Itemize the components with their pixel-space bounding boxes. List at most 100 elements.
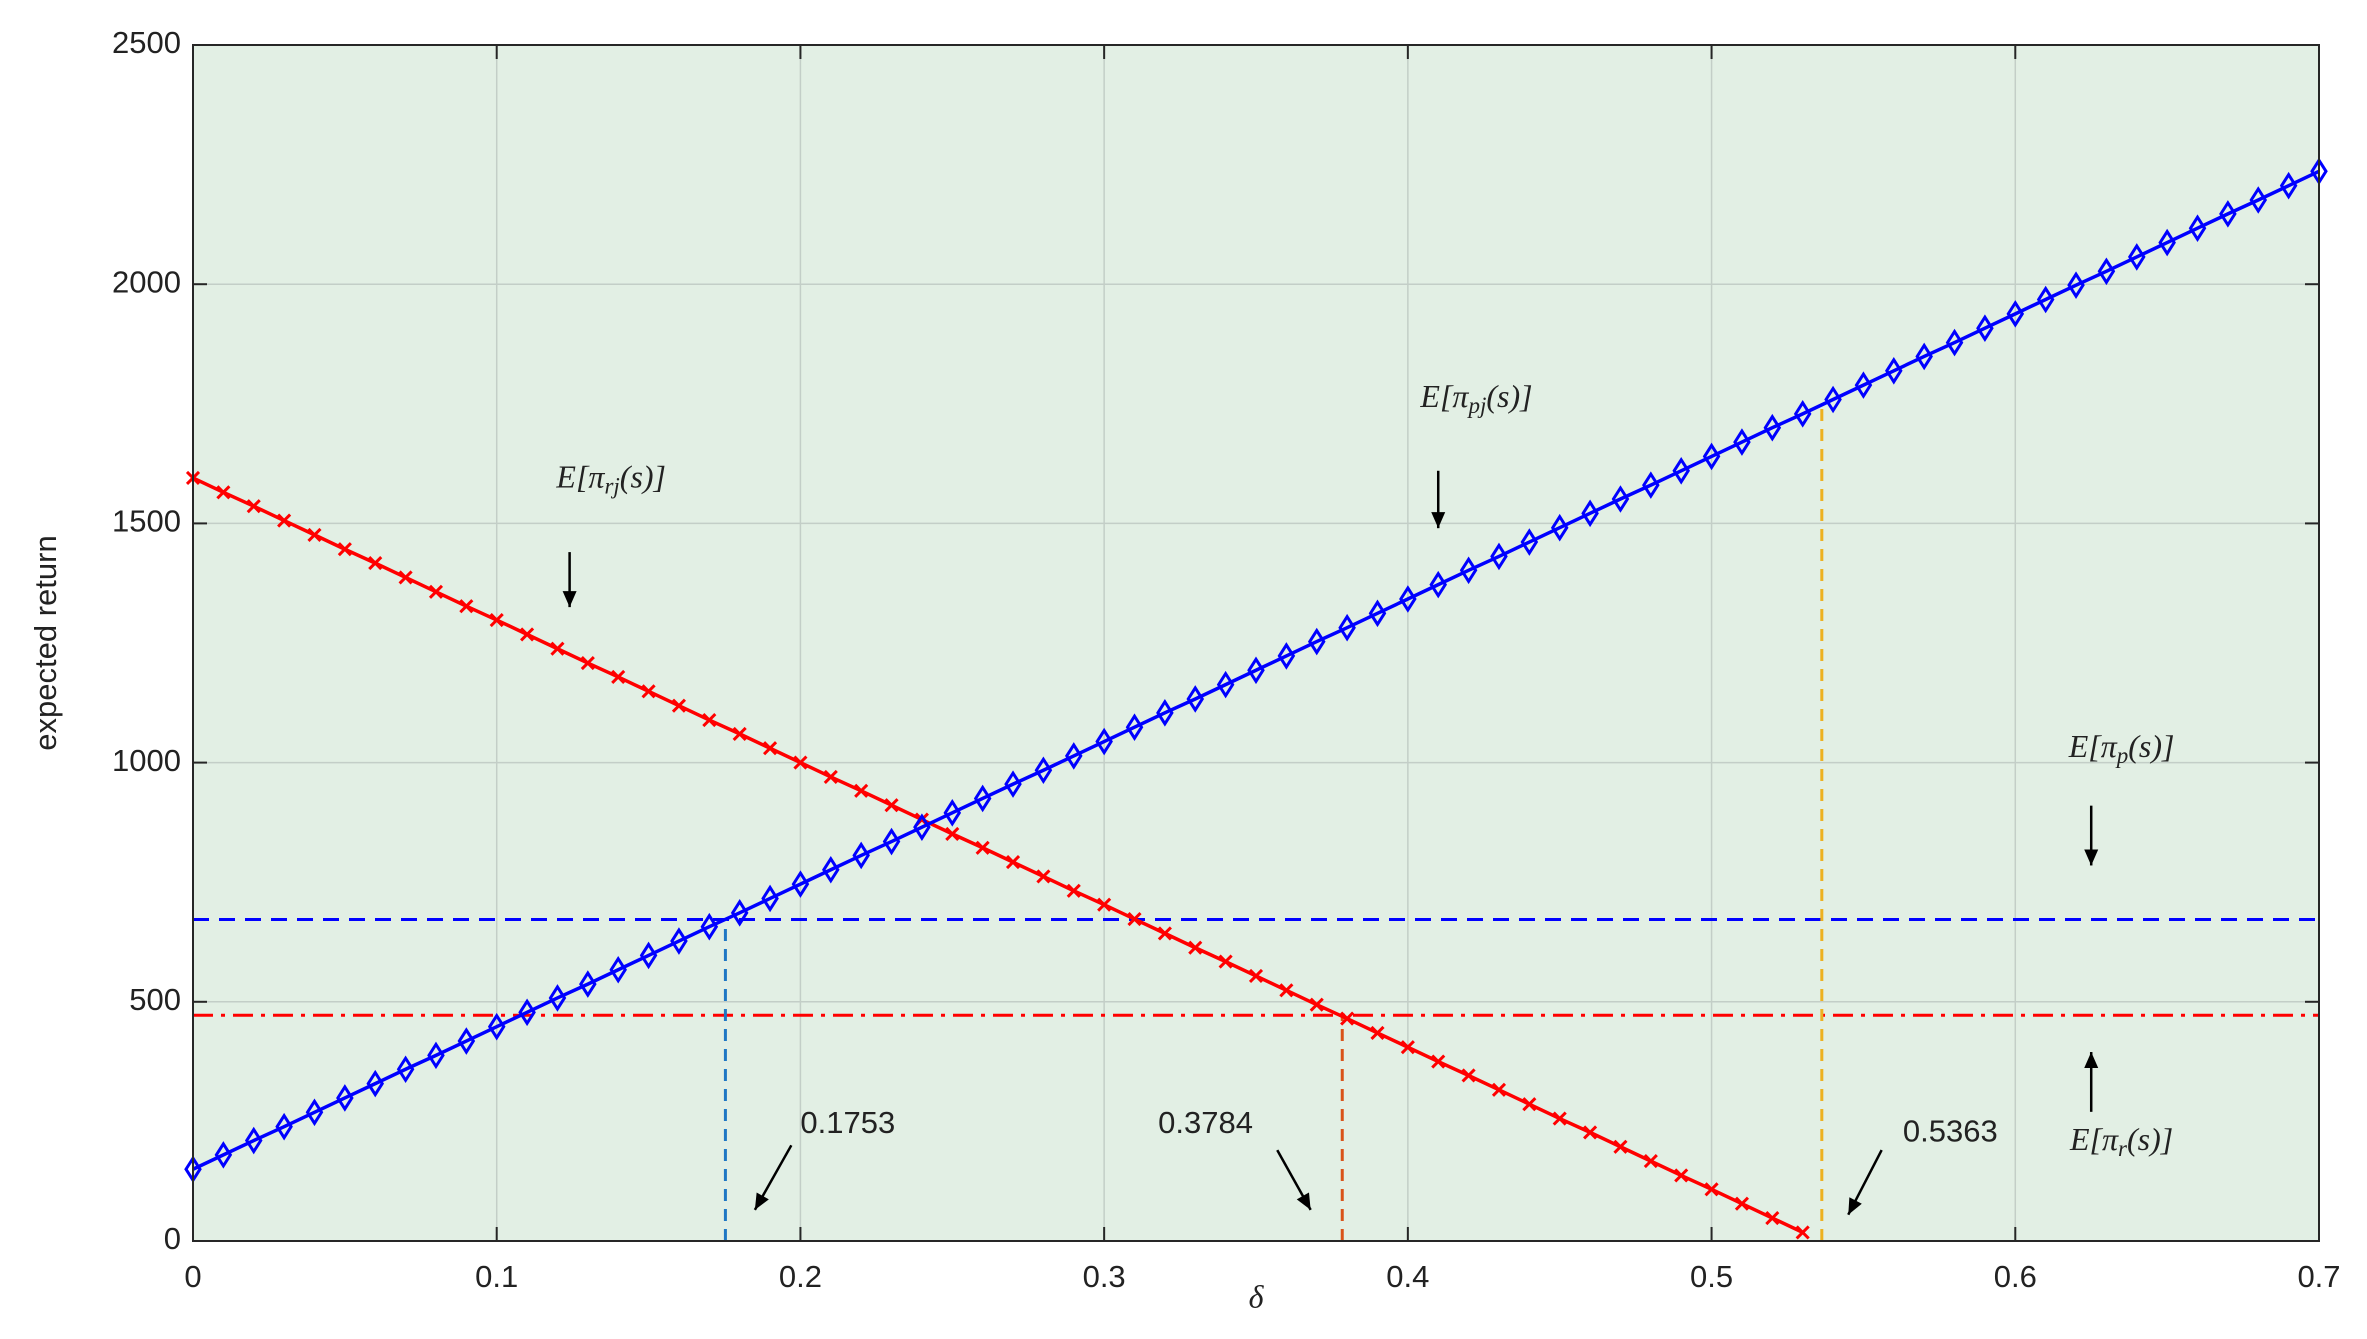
marker: [489, 612, 504, 628]
marker: [1642, 471, 1660, 499]
marker: [548, 984, 567, 1012]
x-tick-label: 0.2: [779, 1259, 822, 1294]
marker: [1734, 1196, 1750, 1211]
marker: [457, 1027, 476, 1055]
marker: [214, 1141, 233, 1169]
x-tick-label: 0.5: [1690, 1259, 1733, 1294]
marker: [307, 527, 322, 542]
plot-frame: [192, 44, 2320, 1242]
marker: [823, 769, 838, 785]
marker: [1218, 954, 1233, 969]
marker: [1277, 642, 1296, 670]
marker: [1733, 428, 1751, 456]
x-tick-label: 0.1: [475, 1259, 518, 1294]
marker: [520, 627, 535, 642]
marker: [487, 1012, 506, 1041]
marker: [305, 1098, 324, 1127]
marker: [1674, 1168, 1689, 1183]
y-tick-label: 2000: [112, 264, 181, 299]
annotation-subscript: rj: [604, 474, 619, 499]
marker: [945, 826, 960, 841]
marker: [702, 712, 717, 728]
marker: [1552, 1111, 1567, 1126]
marker: [1643, 1154, 1658, 1169]
annotation-end: (s)]: [2127, 1121, 2173, 1157]
marker: [1247, 656, 1265, 685]
marker: [1765, 1210, 1780, 1226]
y-tick-label: 2500: [112, 25, 181, 60]
marker: [1338, 613, 1356, 642]
annotation: E[πp(s)]: [2068, 729, 2175, 769]
marker: [1186, 685, 1205, 713]
marker: [1309, 997, 1324, 1012]
annotation-subscript: r: [2118, 1136, 2128, 1161]
series-line: [192, 476, 1804, 1234]
marker: [1370, 1025, 1385, 1040]
marker: [1399, 585, 1417, 613]
marker: [730, 899, 749, 927]
marker: [1157, 926, 1172, 941]
marker: [427, 1041, 445, 1070]
marker: [1490, 542, 1508, 571]
marker: [1066, 883, 1081, 898]
marker: [671, 698, 687, 713]
marker: [762, 741, 778, 756]
marker: [1340, 1011, 1355, 1026]
marker: [1581, 499, 1599, 528]
marker: [1976, 314, 1994, 343]
marker: [1461, 1068, 1476, 1083]
marker: [2036, 285, 2055, 314]
marker: [2249, 186, 2268, 214]
value-label: 0.5363: [1903, 1114, 1998, 1149]
marker: [1491, 1082, 1507, 1097]
marker: [1125, 713, 1144, 741]
marker: [1034, 756, 1053, 785]
annotation-subscript: pj: [1466, 393, 1486, 418]
marker: [1279, 983, 1294, 998]
marker: [1550, 513, 1569, 542]
marker: [459, 599, 474, 614]
annotation-base: E[π: [1419, 378, 1469, 414]
marker: [1795, 1225, 1810, 1240]
y-tick-label: 1500: [112, 504, 181, 539]
marker: [1915, 342, 1933, 371]
marker: [1854, 371, 1873, 399]
marker: [398, 570, 413, 585]
marker: [639, 941, 658, 970]
plot-background: [193, 45, 2319, 1241]
marker: [1522, 1097, 1537, 1112]
marker: [2279, 171, 2298, 200]
marker: [913, 813, 931, 841]
arrow-head: [1296, 1192, 1311, 1210]
marker: [2158, 228, 2176, 257]
marker: [1704, 1182, 1719, 1197]
marker: [1156, 699, 1174, 727]
y-axis-label: expected return: [28, 535, 63, 750]
annotation-end: (s)]: [2128, 729, 2174, 765]
marker: [1005, 855, 1021, 870]
y-tick-label: 500: [129, 982, 181, 1017]
marker: [2097, 257, 2116, 286]
marker: [1307, 627, 1326, 656]
marker: [761, 884, 779, 913]
marker: [670, 927, 688, 955]
marker: [1763, 413, 1782, 442]
marker: [2188, 214, 2207, 243]
marker: [2219, 200, 2237, 228]
marker: [277, 513, 292, 528]
value-label: 0.1753: [800, 1105, 895, 1140]
marker: [1064, 742, 1083, 770]
annotation-end: (s)]: [1486, 378, 1532, 414]
marker: [1459, 556, 1478, 585]
x-tick-label: 0.4: [1386, 1259, 1429, 1294]
marker: [975, 840, 990, 855]
annotation-base: E[π: [2069, 1121, 2119, 1157]
x-tick-label: 0.7: [2297, 1259, 2340, 1294]
x-tick-label: 0: [184, 1259, 201, 1294]
marker: [609, 955, 627, 984]
marker: [1702, 442, 1721, 471]
marker: [793, 755, 808, 770]
marker: [580, 656, 595, 671]
marker: [641, 684, 656, 699]
marker: [973, 784, 992, 813]
